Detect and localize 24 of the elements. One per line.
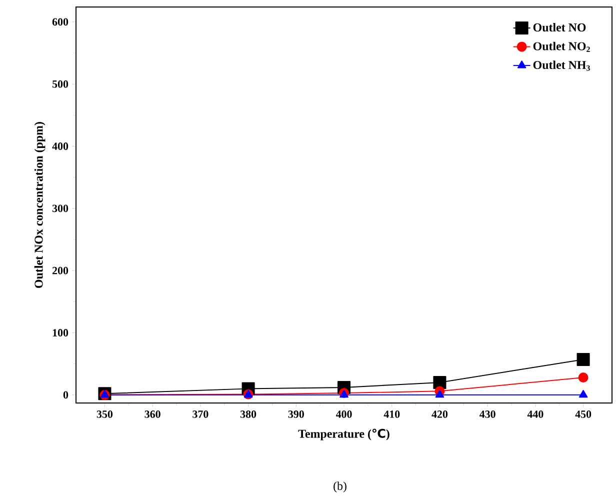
y-tick-label: 200: [52, 266, 68, 274]
y-tick-label: 100: [52, 329, 68, 336]
x-tick-label: 380: [240, 410, 256, 418]
x-tick-label: 360: [144, 410, 160, 418]
x-tick-label: 350: [96, 410, 113, 418]
x-tick-label: 410: [384, 410, 400, 418]
y-tick-label: 300: [52, 204, 68, 212]
y-tick-label: 500: [52, 80, 68, 88]
x-tick-label: 420: [432, 410, 448, 418]
x-tick-label: 400: [336, 410, 352, 418]
x-tick-label: 370: [192, 410, 208, 418]
x-tick-label: 430: [480, 410, 496, 418]
y-tick-label: 600: [52, 18, 68, 26]
x-tick-label: 390: [288, 410, 304, 418]
x-axis-title: Temperature (℃): [298, 428, 390, 440]
y-tick-label: 400: [52, 142, 68, 150]
x-tick-label: 450: [575, 410, 592, 418]
x-tick-label: 440: [527, 410, 544, 418]
legend-label: Outlet NH$_{3}$: [533, 60, 590, 71]
y-tick-label: 0: [63, 391, 68, 399]
legend-label: Outlet NO$_{2}$: [533, 42, 590, 52]
y-axis-title: Outlet NOx concentration (ppm): [34, 122, 46, 288]
text: (b): [334, 482, 346, 492]
legend-label: Outlet NO: [533, 23, 586, 32]
